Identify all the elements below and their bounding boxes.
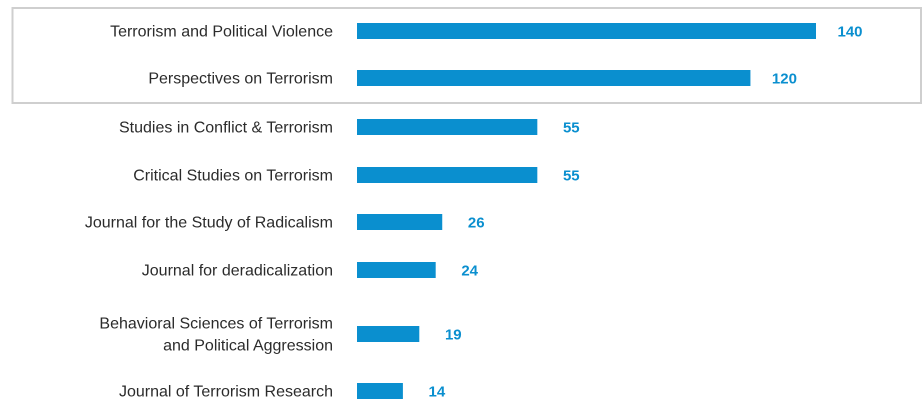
category-label: and Political Aggression [163, 338, 333, 355]
bar [357, 167, 538, 183]
value-label: 26 [468, 215, 485, 232]
bar [357, 70, 751, 86]
value-label: 14 [429, 384, 446, 400]
bar [357, 383, 403, 399]
bar [357, 214, 443, 230]
bar [357, 262, 436, 278]
category-label: Critical Studies on Terrorism [133, 168, 333, 185]
value-label: 120 [772, 71, 797, 88]
value-label: 24 [461, 263, 478, 280]
category-label: Journal for deradicalization [142, 263, 333, 280]
bar [357, 23, 816, 39]
category-label: Perspectives on Terrorism [148, 71, 333, 88]
bar [357, 326, 420, 342]
category-label: Journal of Terrorism Research [119, 384, 333, 400]
category-label: Journal for the Study of Radicalism [85, 215, 333, 232]
category-label: Terrorism and Political Violence [110, 24, 333, 41]
category-label: Studies in Conflict & Terrorism [119, 120, 333, 137]
value-label: 55 [563, 168, 580, 185]
value-label: 140 [837, 24, 862, 41]
highlight-box [11, 7, 922, 104]
value-label: 55 [563, 120, 580, 137]
value-label: 19 [445, 327, 462, 344]
category-label: Behavioral Sciences of Terrorism [99, 316, 333, 333]
bar [357, 119, 538, 135]
